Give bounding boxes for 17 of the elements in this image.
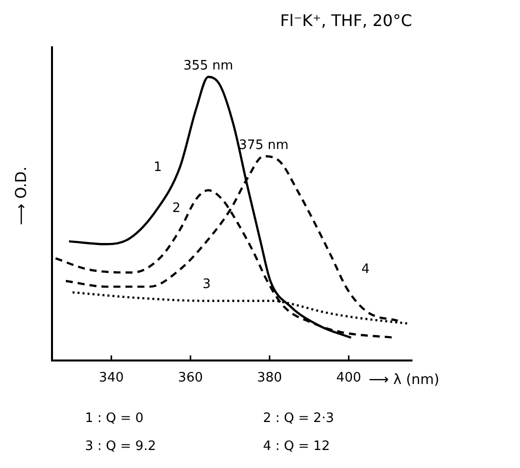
text: 2 : Q = 2·3 [263, 410, 334, 426]
chart-title: Fl⁻K⁺, THF, 20°C [280, 10, 412, 30]
x-tick-label: 340 [98, 370, 124, 386]
series-label: 2 [172, 201, 181, 216]
text: 3 : Q = 9.2 [85, 438, 156, 454]
series-label: 3 [202, 277, 211, 292]
text: 4 : Q = 12 [263, 438, 330, 454]
annotation: 355 nm [183, 58, 234, 74]
x-tick-label: 400 [336, 370, 362, 386]
annotation: 375 nm [238, 138, 289, 154]
y-axis-title: ⟶ O.D. [12, 166, 30, 226]
text: 1 : Q = 0 [85, 410, 144, 426]
x-axis-title: ⟶ λ (nm) [368, 372, 440, 388]
series-label: 4 [361, 262, 370, 277]
series-label: 1 [154, 160, 162, 175]
x-tick-label: 380 [257, 370, 282, 386]
x-tick-label: 360 [178, 370, 203, 386]
